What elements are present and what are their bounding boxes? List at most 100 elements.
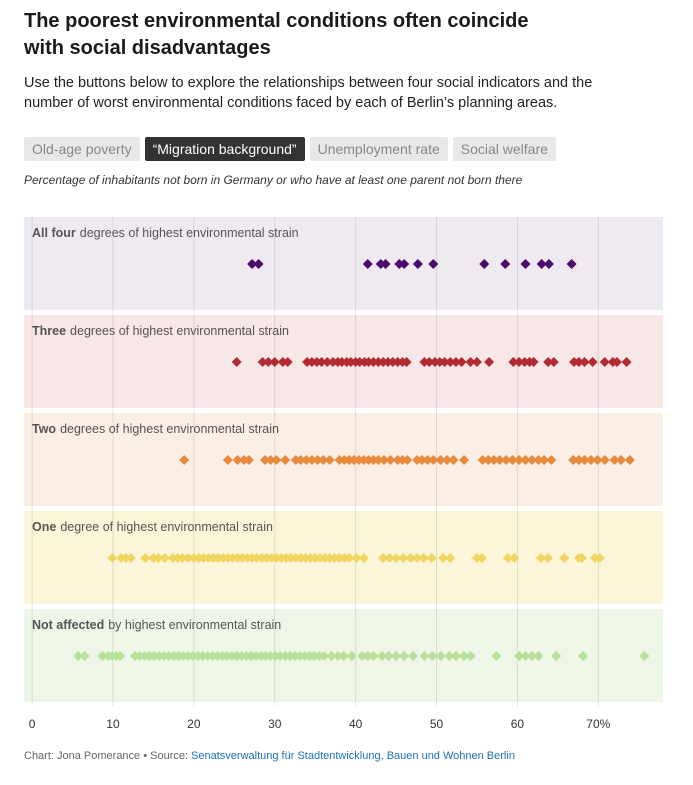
x-tick-label: 50 — [430, 717, 444, 731]
diamond — [611, 357, 622, 367]
diamond — [536, 259, 547, 269]
diamond — [424, 357, 435, 367]
diamond — [609, 455, 620, 465]
diamond — [448, 455, 459, 465]
diamond — [362, 259, 373, 269]
diamond — [456, 357, 467, 367]
diamond — [546, 455, 557, 465]
diamond — [282, 357, 293, 367]
row-label-text: degrees of highest environmental strain — [70, 324, 289, 338]
diamond — [450, 357, 461, 367]
diamond — [222, 455, 233, 465]
source-link[interactable]: Senatsverwaltung für Stadtentwicklung, B… — [191, 750, 515, 762]
indicator-button[interactable]: Unemployment rate — [309, 137, 448, 161]
diamond — [384, 553, 395, 563]
diamond — [263, 357, 274, 367]
row-label: Two degrees of highest environmental stra… — [32, 422, 279, 436]
diamond — [509, 553, 520, 563]
diamond — [514, 455, 525, 465]
diamond — [428, 455, 439, 465]
diamond — [507, 455, 518, 465]
diamond — [257, 357, 268, 367]
diamond — [514, 357, 525, 367]
diamond — [533, 651, 544, 661]
diamond — [488, 455, 499, 465]
diamond — [520, 259, 531, 269]
diamond — [380, 259, 391, 269]
diamond — [439, 357, 450, 367]
indicator-button[interactable]: “Migration background” — [144, 137, 305, 161]
diamond — [543, 259, 554, 269]
diamond — [399, 259, 410, 269]
diamond — [332, 651, 343, 661]
title: The poorest environmental conditions oft… — [24, 10, 529, 59]
diamond — [312, 455, 323, 465]
diamond — [599, 357, 610, 367]
diamond — [528, 357, 539, 367]
diamond — [322, 357, 333, 367]
diamond — [362, 651, 373, 661]
diamond — [399, 651, 410, 661]
diamond — [639, 651, 650, 661]
diamond — [416, 455, 427, 465]
diamond — [422, 455, 433, 465]
diamond — [177, 553, 188, 563]
diamond — [295, 455, 306, 465]
indicator-button[interactable]: Old-age poverty — [24, 137, 140, 161]
diamond — [405, 553, 416, 563]
x-tick-label: 30 — [268, 717, 282, 731]
diamond — [543, 553, 554, 563]
diamond — [573, 455, 584, 465]
diamond — [465, 651, 476, 661]
diamond — [426, 553, 437, 563]
indicator-button[interactable]: Social welfare — [452, 137, 556, 161]
diamond — [445, 357, 456, 367]
diamond — [271, 455, 282, 465]
row-label: Three degrees of highest environmental st… — [32, 324, 289, 338]
diamond — [566, 259, 577, 269]
diamond — [615, 455, 626, 465]
row-label: Not affected by highest environmental str… — [32, 618, 281, 632]
diamond — [592, 455, 603, 465]
diamond — [401, 357, 412, 367]
chart: 0 10 20 30 40 50 60 70% All four degrees of highe… — [24, 217, 663, 731]
diamond — [402, 455, 413, 465]
diamond — [269, 357, 280, 367]
diamond — [508, 357, 519, 367]
x-tick-label: 70% — [586, 717, 610, 731]
diamond — [539, 455, 550, 465]
diamond — [338, 651, 349, 661]
row-label-bold: Two — [32, 422, 56, 436]
diamond — [428, 259, 439, 269]
diamond — [280, 455, 291, 465]
diamond — [435, 651, 446, 661]
diamond — [579, 455, 590, 465]
subtitle: Use the buttons below to explore the rel… — [24, 75, 593, 111]
diamond — [491, 651, 502, 661]
diamond — [577, 553, 588, 563]
row-label-text: degree of highest environmental strain — [60, 520, 273, 534]
diamond — [586, 455, 597, 465]
credit: Chart: Jona Pomerance • Source: — [24, 750, 189, 762]
diamond — [526, 651, 537, 661]
diamond — [373, 455, 384, 465]
diamond — [378, 553, 389, 563]
diamond — [599, 455, 610, 465]
diamond — [232, 455, 243, 465]
diamond — [358, 553, 369, 563]
diamond — [412, 259, 423, 269]
footer: Chart: Jona Pomerance • Source: Senatsver… — [24, 750, 515, 762]
diamond — [587, 357, 598, 367]
diamond — [412, 553, 423, 563]
diamond — [243, 455, 254, 465]
diamond — [450, 651, 461, 661]
diamond — [520, 651, 531, 661]
diamond — [368, 651, 379, 661]
diamond — [357, 651, 368, 661]
button-group: Old-age poverty “Migration background” Une… — [24, 137, 556, 161]
diamond — [624, 455, 635, 465]
diamond — [73, 651, 84, 661]
diamond — [125, 553, 136, 563]
diamond — [316, 357, 327, 367]
diamond — [559, 553, 570, 563]
